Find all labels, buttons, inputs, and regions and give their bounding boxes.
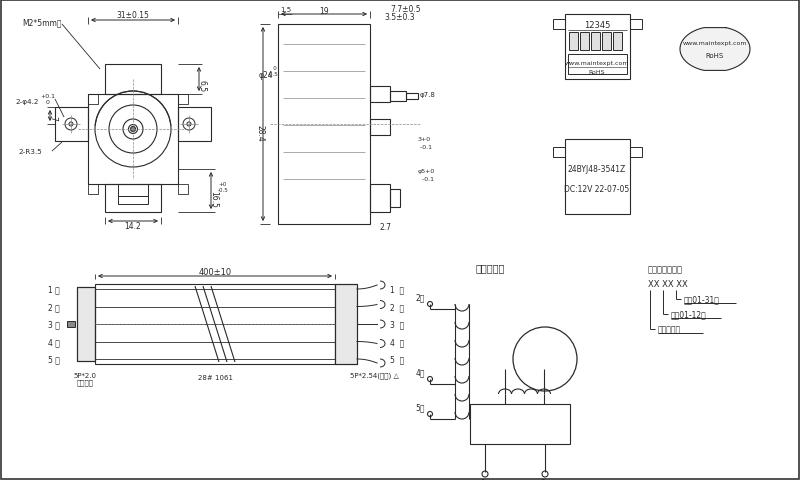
- Text: 4 黑: 4 黑: [48, 337, 60, 346]
- Text: 5  红: 5 红: [390, 355, 404, 364]
- Bar: [178, 185, 188, 194]
- Text: RoHS: RoHS: [706, 53, 724, 59]
- Bar: [630, 148, 642, 157]
- Text: 5红: 5红: [415, 403, 425, 412]
- Text: 16.5: 16.5: [210, 191, 218, 208]
- Text: 5P*2.0: 5P*2.0: [74, 372, 97, 378]
- Text: 2 棕: 2 棕: [48, 302, 60, 312]
- Text: www.maintexpt.com: www.maintexpt.com: [682, 41, 747, 47]
- Text: 400±10: 400±10: [198, 268, 231, 277]
- Bar: [95, 285, 335, 364]
- Text: 4  黑: 4 黑: [390, 337, 404, 346]
- Text: 3  黄: 3 黄: [390, 320, 404, 329]
- Text: 3黄: 3黄: [540, 478, 550, 480]
- Text: 0: 0: [40, 100, 50, 105]
- Bar: [335, 285, 357, 364]
- Bar: [370, 87, 390, 103]
- Text: φ5+0: φ5+0: [418, 169, 435, 174]
- Text: 1  蓝: 1 蓝: [390, 285, 404, 294]
- Bar: [178, 95, 188, 105]
- Bar: [118, 185, 148, 197]
- Bar: [370, 120, 390, 136]
- Text: 1.5: 1.5: [281, 7, 291, 13]
- Text: 28.4: 28.4: [255, 125, 265, 142]
- Bar: [88, 185, 98, 194]
- Bar: [406, 94, 418, 100]
- Bar: [390, 190, 400, 207]
- Text: 专用胶壳: 专用胶壳: [77, 379, 94, 385]
- Text: 日（01-31）: 日（01-31）: [684, 295, 720, 304]
- Bar: [370, 185, 390, 213]
- Text: DC:12V 22-07-05: DC:12V 22-07-05: [564, 185, 630, 194]
- Bar: [335, 285, 357, 364]
- Text: 31±0.15: 31±0.15: [117, 12, 150, 21]
- Text: 3+0: 3+0: [418, 137, 431, 142]
- Text: 年（公历）: 年（公历）: [658, 325, 681, 334]
- Bar: [105, 185, 161, 213]
- Bar: [88, 95, 178, 185]
- Bar: [553, 148, 565, 157]
- Text: 7.7±0.5: 7.7±0.5: [390, 5, 422, 14]
- Text: XX XX XX: XX XX XX: [648, 280, 688, 289]
- Text: 接线示意图: 接线示意图: [475, 263, 505, 273]
- Text: 6.5: 6.5: [198, 80, 206, 92]
- Text: 3 黄: 3 黄: [48, 320, 60, 329]
- Text: 0: 0: [268, 65, 277, 71]
- Text: 月（01-12）: 月（01-12）: [671, 310, 706, 319]
- Text: 12345: 12345: [584, 21, 610, 29]
- Bar: [390, 92, 406, 102]
- Text: +0.1: +0.1: [40, 94, 55, 99]
- Text: 19: 19: [319, 7, 329, 15]
- Bar: [591, 33, 600, 51]
- Text: -0.1: -0.1: [418, 177, 434, 182]
- Text: 7: 7: [49, 116, 58, 121]
- Text: 生产日期说明：: 生产日期说明：: [648, 265, 683, 274]
- Text: 2-R3.5: 2-R3.5: [18, 149, 42, 155]
- Text: 1蓝: 1蓝: [480, 478, 490, 480]
- Bar: [569, 33, 578, 51]
- Text: 5 红: 5 红: [48, 355, 60, 364]
- Text: RoHS: RoHS: [589, 71, 606, 75]
- Text: 2棕: 2棕: [416, 293, 425, 302]
- Text: 2.7: 2.7: [379, 223, 391, 232]
- Text: +0: +0: [218, 182, 226, 187]
- Text: 14.2: 14.2: [125, 222, 142, 231]
- Text: 3.5±0.3: 3.5±0.3: [385, 13, 415, 23]
- Text: 2-φ4.2: 2-φ4.2: [15, 99, 38, 105]
- Polygon shape: [680, 28, 750, 71]
- Text: M2*5mm深: M2*5mm深: [22, 18, 62, 27]
- Text: -0.5: -0.5: [268, 72, 278, 76]
- Bar: [77, 288, 95, 361]
- Bar: [470, 404, 570, 444]
- Text: 5P*2.54(蓝色) △: 5P*2.54(蓝色) △: [350, 372, 399, 379]
- Circle shape: [130, 127, 135, 132]
- Text: 4黑: 4黑: [415, 368, 425, 377]
- Text: 2  棕: 2 棕: [390, 302, 404, 312]
- Bar: [565, 140, 630, 215]
- Bar: [118, 197, 148, 204]
- Text: 24BYJ48-3541Z: 24BYJ48-3541Z: [568, 165, 626, 174]
- Text: 28# 1061: 28# 1061: [198, 374, 233, 380]
- Text: 1 蓝: 1 蓝: [48, 285, 60, 294]
- Text: φ7.8: φ7.8: [420, 92, 436, 98]
- Bar: [105, 65, 161, 95]
- Bar: [178, 108, 211, 142]
- Bar: [630, 20, 642, 30]
- Bar: [580, 33, 589, 51]
- Text: φ24: φ24: [258, 71, 273, 79]
- Text: www.maintexpt.com: www.maintexpt.com: [565, 60, 630, 65]
- Bar: [55, 108, 88, 142]
- Text: -0.1: -0.1: [418, 145, 432, 150]
- Text: -0.5: -0.5: [218, 188, 229, 193]
- Bar: [553, 20, 565, 30]
- Bar: [568, 55, 627, 75]
- Bar: [67, 321, 75, 327]
- Bar: [613, 33, 622, 51]
- Bar: [278, 25, 370, 225]
- Bar: [602, 33, 611, 51]
- Bar: [565, 15, 630, 80]
- Bar: [77, 288, 95, 361]
- Bar: [88, 95, 98, 105]
